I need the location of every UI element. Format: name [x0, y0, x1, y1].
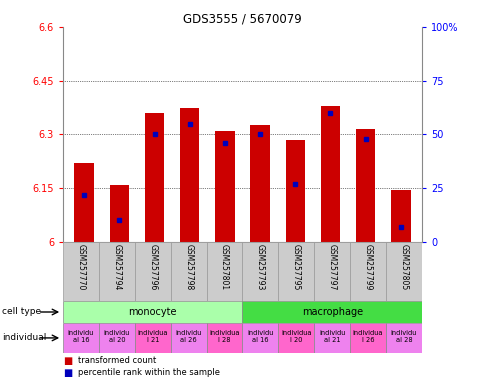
Bar: [215, 131, 234, 242]
Text: ■: ■: [63, 367, 72, 377]
Text: GSM257795: GSM257795: [291, 244, 300, 290]
Bar: [278, 242, 314, 301]
Bar: [314, 242, 349, 301]
Text: individu
al 16: individu al 16: [68, 330, 94, 343]
Bar: [314, 323, 349, 353]
Text: percentile rank within the sample: percentile rank within the sample: [77, 368, 219, 377]
Text: GSM257799: GSM257799: [363, 244, 372, 290]
Bar: [242, 323, 278, 353]
Text: transformed count: transformed count: [77, 356, 155, 365]
Text: individua
l 21: individua l 21: [137, 330, 167, 343]
Bar: [385, 242, 421, 301]
Text: GSM257805: GSM257805: [399, 244, 408, 290]
Title: GDS3555 / 5670079: GDS3555 / 5670079: [183, 13, 301, 26]
Text: GSM257794: GSM257794: [112, 244, 121, 290]
Text: individual: individual: [2, 333, 46, 343]
Bar: [99, 323, 135, 353]
Bar: [135, 323, 170, 353]
Bar: [320, 106, 339, 242]
Text: GSM257798: GSM257798: [184, 244, 193, 290]
Bar: [242, 301, 421, 323]
Bar: [206, 323, 242, 353]
Bar: [63, 323, 99, 353]
Text: individua
l 20: individua l 20: [281, 330, 311, 343]
Text: ■: ■: [63, 356, 72, 366]
Bar: [206, 242, 242, 301]
Text: GSM257770: GSM257770: [76, 244, 85, 290]
Text: GSM257796: GSM257796: [148, 244, 157, 290]
Text: individu
al 28: individu al 28: [390, 330, 416, 343]
Text: individua
l 26: individua l 26: [352, 330, 382, 343]
Text: individu
al 26: individu al 26: [175, 330, 201, 343]
Text: individu
al 16: individu al 16: [247, 330, 273, 343]
Bar: [242, 242, 278, 301]
Bar: [75, 163, 93, 242]
Text: GSM257801: GSM257801: [220, 244, 228, 290]
Bar: [355, 129, 375, 242]
Bar: [135, 242, 170, 301]
Bar: [250, 126, 269, 242]
Bar: [170, 323, 206, 353]
Bar: [180, 108, 199, 242]
Text: individua
l 28: individua l 28: [209, 330, 239, 343]
Bar: [99, 242, 135, 301]
Bar: [170, 242, 206, 301]
Text: individu
al 21: individu al 21: [318, 330, 345, 343]
Bar: [63, 242, 99, 301]
Bar: [349, 242, 385, 301]
Text: individu
al 20: individu al 20: [104, 330, 130, 343]
Bar: [391, 190, 409, 242]
Text: monocyte: monocyte: [128, 307, 177, 317]
Bar: [145, 113, 164, 242]
Text: GSM257793: GSM257793: [256, 244, 264, 290]
Bar: [285, 140, 304, 242]
Bar: [349, 323, 385, 353]
Text: GSM257797: GSM257797: [327, 244, 336, 290]
Text: cell type: cell type: [2, 308, 42, 316]
Bar: [109, 185, 129, 242]
Bar: [278, 323, 314, 353]
Bar: [385, 323, 421, 353]
Bar: [63, 301, 242, 323]
Text: macrophage: macrophage: [301, 307, 362, 317]
